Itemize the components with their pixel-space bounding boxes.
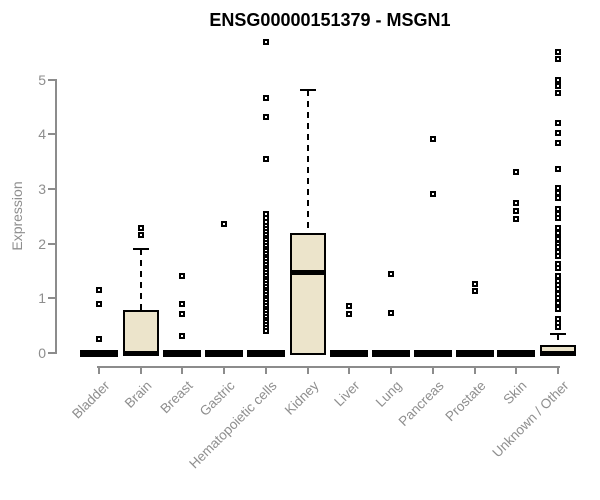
y-axis-title: Expression [9, 181, 25, 251]
outlier-point [555, 83, 562, 90]
outlier-point [513, 199, 520, 206]
outlier-point [555, 129, 562, 136]
upper-whisker-cap [550, 333, 567, 336]
outlier-point [262, 95, 269, 102]
outlier-point [179, 333, 186, 340]
box [122, 310, 159, 355]
y-axis-tick [48, 78, 56, 81]
x-axis-tick [557, 366, 560, 374]
x-axis-tick [181, 366, 184, 374]
outlier-point [555, 214, 562, 221]
outlier-point [513, 207, 520, 214]
x-axis-tick [473, 366, 476, 374]
outlier-point [346, 302, 353, 309]
outlier-point [555, 264, 562, 271]
y-axis-tick [48, 242, 56, 245]
collapsed-box [330, 349, 369, 357]
outlier-point [262, 327, 269, 334]
y-tick-label: 5 [38, 71, 46, 88]
outlier-point [388, 270, 395, 277]
outlier-point [555, 323, 562, 330]
y-axis-line [55, 78, 57, 354]
outlier-point [513, 215, 520, 222]
outlier-point [555, 194, 562, 201]
y-axis-tick [48, 187, 56, 190]
outlier-point [555, 76, 562, 83]
outlier-point [179, 310, 186, 317]
outlier-point [471, 281, 478, 288]
outlier-point [346, 310, 353, 317]
x-axis-tick [431, 366, 434, 374]
outlier-point [555, 119, 562, 126]
x-axis-tick [348, 366, 351, 374]
x-axis-tick [515, 366, 518, 374]
y-tick-label: 4 [38, 126, 46, 143]
outlier-point [555, 252, 562, 259]
y-tick-label: 0 [38, 345, 46, 361]
collapsed-box [163, 349, 202, 357]
upper-whisker [139, 249, 142, 311]
upper-whisker [306, 90, 309, 234]
upper-whisker-cap [132, 248, 149, 251]
outlier-point [137, 225, 144, 232]
outlier-point [262, 39, 269, 46]
outlier-point [555, 89, 562, 96]
y-axis-tick [48, 133, 56, 136]
median-line [540, 350, 577, 356]
outlier-point [429, 135, 436, 142]
chart-title: ENSG00000151379 - MSGN1 [209, 10, 451, 30]
collapsed-box [455, 349, 494, 357]
x-axis-tick [223, 366, 226, 374]
outlier-point [471, 287, 478, 294]
y-tick-label: 2 [38, 235, 46, 252]
outlier-point [221, 220, 228, 227]
upper-whisker-cap [299, 89, 316, 92]
outlier-point [96, 287, 102, 294]
outlier-point [388, 310, 395, 317]
outlier-point [513, 169, 520, 176]
outlier-point [555, 306, 562, 313]
collapsed-box [205, 349, 244, 357]
box [289, 233, 326, 355]
x-axis-tick [306, 366, 309, 374]
median-line [289, 270, 326, 276]
outlier-point [555, 49, 562, 56]
collapsed-box [413, 349, 452, 357]
collapsed-box [80, 349, 118, 357]
x-axis-tick [264, 366, 267, 374]
outlier-point [179, 300, 186, 307]
y-tick-label: 3 [38, 180, 46, 197]
outlier-point [555, 56, 562, 63]
outlier-point [555, 140, 562, 147]
y-tick-label: 1 [38, 290, 46, 307]
x-axis-tick [98, 366, 100, 374]
y-axis-tick [48, 352, 56, 354]
outlier-point [555, 229, 562, 236]
outlier-point [179, 272, 186, 279]
outlier-point [429, 190, 436, 197]
outlier-point [555, 286, 562, 292]
outlier-point [96, 335, 102, 342]
collapsed-box [372, 349, 411, 357]
outlier-point [137, 231, 144, 238]
y-axis-tick [48, 297, 56, 300]
collapsed-box [497, 349, 536, 357]
x-axis-line [97, 366, 561, 368]
upper-whisker [557, 334, 560, 345]
median-line [122, 350, 159, 356]
outlier-point [555, 184, 562, 191]
outlier-point [262, 114, 269, 121]
outlier-point [262, 155, 269, 162]
x-axis-tick [390, 366, 393, 374]
collapsed-box [246, 349, 285, 357]
x-axis-tick [139, 366, 142, 374]
outlier-point [555, 165, 562, 172]
outlier-point [96, 300, 102, 307]
